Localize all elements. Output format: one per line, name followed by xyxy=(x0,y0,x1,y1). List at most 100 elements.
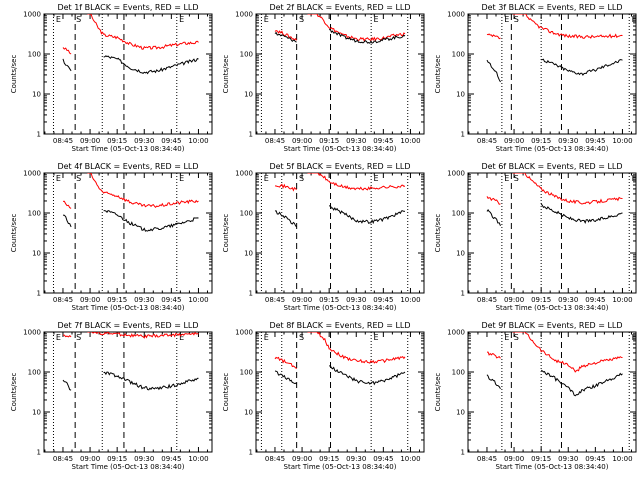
y-tick-label: 1 xyxy=(461,131,465,139)
events-series-line xyxy=(486,209,501,226)
events-series-line xyxy=(328,28,406,44)
x-axis-label: Start Time (05-Oct-13 08:34:40) xyxy=(284,304,397,312)
y-tick-label: 1000 xyxy=(235,329,253,337)
event-marker-label: S xyxy=(299,15,304,24)
lld-series-line xyxy=(503,332,623,373)
plot-frame xyxy=(467,13,637,135)
y-tick-label: 10 xyxy=(456,91,465,99)
event-marker-label: E xyxy=(179,15,184,24)
panel-title: Det 2f BLACK = Events, RED = LLD xyxy=(269,3,410,12)
events-series-line xyxy=(274,210,297,228)
event-marker-label: S xyxy=(299,333,304,342)
event-marker-label: E xyxy=(504,333,509,342)
x-tick-label: 09:45 xyxy=(373,455,393,463)
panel-title: Det 6f BLACK = Events, RED = LLD xyxy=(481,162,622,171)
y-tick-label: 10 xyxy=(32,250,41,258)
event-marker-label: S xyxy=(514,15,519,24)
x-tick-label: 09:00 xyxy=(504,455,524,463)
x-tick-label: 09:00 xyxy=(292,137,312,145)
detector-panel: Det 4f BLACK = Events, RED = LLD 1 10 100 10… xyxy=(10,162,213,312)
x-tick-label: 10:00 xyxy=(612,137,632,145)
x-tick-label: 08:45 xyxy=(477,137,497,145)
y-tick-label: 100 xyxy=(452,369,465,377)
x-tick-label: 09:30 xyxy=(346,296,366,304)
event-marker-label: E xyxy=(504,174,509,183)
x-axis-label: Start Time (05-Oct-13 08:34:40) xyxy=(496,304,609,312)
x-tick-label: 10:00 xyxy=(400,455,420,463)
plot-frame xyxy=(43,172,213,294)
x-tick-label: 09:30 xyxy=(134,455,154,463)
y-tick-label: 10 xyxy=(32,91,41,99)
x-axis-label: Start Time (05-Oct-13 08:34:40) xyxy=(496,463,609,471)
detector-panel: Det 7f BLACK = Events, RED = LLD 1 10 100 10… xyxy=(10,321,213,471)
x-tick-label: 08:45 xyxy=(53,296,73,304)
x-tick-label: 09:15 xyxy=(319,455,339,463)
x-axis-label: Start Time (05-Oct-13 08:34:40) xyxy=(284,463,397,471)
events-series-line xyxy=(103,55,199,75)
plot-frame xyxy=(255,331,425,453)
y-tick-label: 100 xyxy=(28,210,41,218)
events-series-line xyxy=(62,58,72,72)
x-tick-label: 09:15 xyxy=(319,296,339,304)
y-tick-label: 1 xyxy=(249,131,253,139)
events-series-line xyxy=(62,379,72,391)
panel-title: Det 1f BLACK = Events, RED = LLD xyxy=(57,3,198,12)
lld-series-line xyxy=(299,332,406,364)
event-marker-label: E xyxy=(504,15,509,24)
x-tick-label: 08:45 xyxy=(53,455,73,463)
y-tick-label: 1000 xyxy=(447,170,465,178)
x-tick-label: 10:00 xyxy=(188,296,208,304)
y-axis-label: Counts/sec xyxy=(10,373,18,412)
y-tick-label: 1000 xyxy=(447,329,465,337)
events-series-line xyxy=(274,31,297,43)
events-series-line xyxy=(540,369,623,397)
y-tick-label: 100 xyxy=(240,210,253,218)
x-tick-label: 09:00 xyxy=(504,137,524,145)
event-marker-label: S xyxy=(76,15,81,24)
x-tick-label: 09:45 xyxy=(161,296,181,304)
x-tick-label: 09:15 xyxy=(531,296,551,304)
detector-panel: Det 5f BLACK = Events, RED = LLD 1 10 100 10… xyxy=(222,162,425,312)
lld-series-line xyxy=(274,183,297,192)
event-marker-label: S xyxy=(299,174,304,183)
y-tick-label: 1 xyxy=(37,290,41,298)
x-tick-label: 08:45 xyxy=(477,296,497,304)
detector-panel: Det 6f BLACK = Events, RED = LLD 1 10 100 10… xyxy=(434,162,637,312)
x-tick-label: 09:15 xyxy=(107,137,127,145)
x-tick-label: 09:30 xyxy=(134,137,154,145)
detector-panel: Det 9f BLACK = Events, RED = LLD 1 10 100 10… xyxy=(434,321,637,471)
lld-series-line xyxy=(486,33,501,40)
y-tick-label: 1000 xyxy=(235,170,253,178)
panel-title: Det 7f BLACK = Events, RED = LLD xyxy=(57,321,198,330)
event-marker-label: E xyxy=(179,333,184,342)
x-tick-label: 09:45 xyxy=(161,137,181,145)
x-tick-label: 09:30 xyxy=(134,296,154,304)
y-tick-label: 100 xyxy=(452,210,465,218)
plot-frame xyxy=(467,331,637,453)
lld-series-line xyxy=(274,356,297,370)
y-axis-label: Counts/sec xyxy=(434,55,442,94)
event-marker-label: E xyxy=(264,15,269,24)
y-axis-label: Counts/sec xyxy=(434,214,442,253)
y-tick-label: 1000 xyxy=(447,11,465,19)
x-tick-label: 08:45 xyxy=(265,296,285,304)
x-tick-label: 09:45 xyxy=(585,137,605,145)
lld-series-line xyxy=(299,173,406,191)
x-tick-label: 09:00 xyxy=(504,296,524,304)
x-tick-label: 09:00 xyxy=(80,296,100,304)
panel-title: Det 5f BLACK = Events, RED = LLD xyxy=(269,162,410,171)
lld-series-line xyxy=(62,200,72,209)
x-tick-label: 10:00 xyxy=(188,455,208,463)
x-tick-label: 09:30 xyxy=(558,296,578,304)
x-tick-label: 10:00 xyxy=(400,137,420,145)
event-marker-label: S xyxy=(514,333,519,342)
event-marker-label: E xyxy=(56,15,61,24)
plot-frame xyxy=(255,172,425,294)
event-marker-label: S xyxy=(76,333,81,342)
lld-series-line xyxy=(486,196,501,205)
x-tick-label: 09:45 xyxy=(373,296,393,304)
y-tick-label: 1 xyxy=(461,290,465,298)
y-axis-label: Counts/sec xyxy=(222,55,230,94)
x-axis-label: Start Time (05-Oct-13 08:34:40) xyxy=(72,304,185,312)
y-tick-label: 1 xyxy=(249,290,253,298)
